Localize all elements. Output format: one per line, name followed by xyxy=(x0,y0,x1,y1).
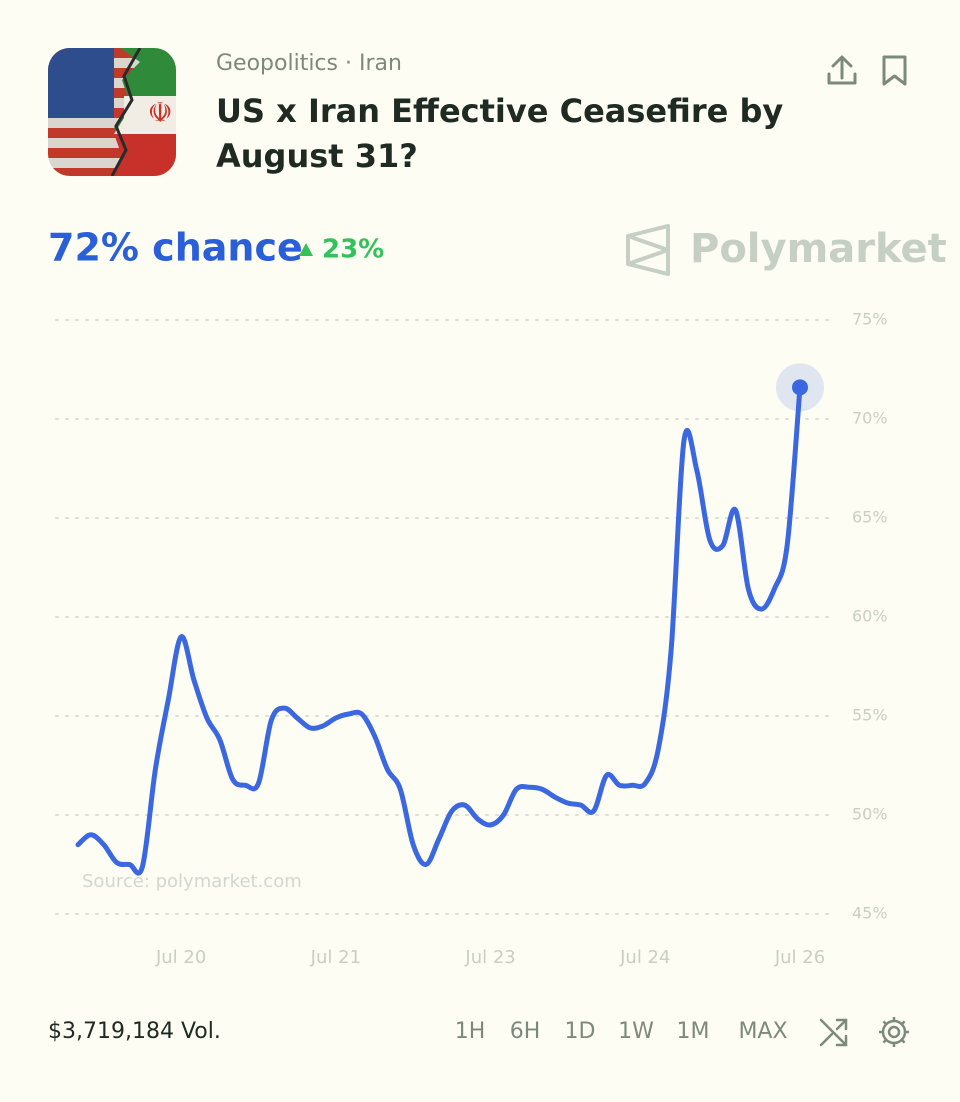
range-button[interactable]: 1D xyxy=(565,1019,596,1044)
title: August 31? xyxy=(216,137,418,175)
chance: 72% chance xyxy=(48,226,303,270)
share-button[interactable] xyxy=(827,55,857,85)
shuffle-button[interactable] xyxy=(819,1018,848,1047)
y-tick-label: 60% xyxy=(852,607,888,626)
range-button[interactable]: 1H xyxy=(455,1019,486,1044)
y-tick-label: 70% xyxy=(852,409,888,428)
brand-logo xyxy=(626,224,670,276)
range-button[interactable]: 1W xyxy=(618,1019,654,1044)
up-arrow xyxy=(299,243,313,256)
title: US x Iran Effective Ceasefire by xyxy=(216,92,783,130)
brand: Polymarket xyxy=(690,226,947,272)
range-button[interactable]: 6H xyxy=(510,1019,541,1044)
emblem: ☫ xyxy=(147,96,172,129)
y-tick-label: 45% xyxy=(852,904,888,923)
x-tick-label: Jul 26 xyxy=(774,947,825,968)
settings-button[interactable] xyxy=(879,1017,909,1047)
y-tick-label: 65% xyxy=(852,508,888,527)
bookmark-button[interactable] xyxy=(882,55,907,86)
market-icon: ☫ xyxy=(48,48,176,176)
change: 23% xyxy=(322,235,384,265)
source: Source: polymarket.com xyxy=(82,871,302,892)
category: Geopolitics · Iran xyxy=(216,51,402,76)
volume: $3,719,184 Vol. xyxy=(48,1019,221,1044)
range-selector: 1H 6H 1D 1W 1M MAX xyxy=(455,1019,788,1044)
x-tick-label: Jul 20 xyxy=(155,947,206,968)
latest-point xyxy=(792,379,808,396)
x-tick-label: Jul 24 xyxy=(619,947,670,968)
x-tick-label: Jul 23 xyxy=(464,947,515,968)
y-tick-label: 50% xyxy=(852,805,888,824)
range-button[interactable]: MAX xyxy=(738,1019,787,1044)
price-line xyxy=(75,384,803,876)
range-button[interactable]: 1M xyxy=(677,1019,710,1044)
y-tick-label: 55% xyxy=(852,706,888,725)
x-tick-label: Jul 21 xyxy=(310,947,361,968)
y-tick-label: 75% xyxy=(852,310,888,329)
chart: 45% 50% 55% 60% 65% 70% 75% Jul 20 Jul 21 Jul 23 J… xyxy=(55,310,888,968)
